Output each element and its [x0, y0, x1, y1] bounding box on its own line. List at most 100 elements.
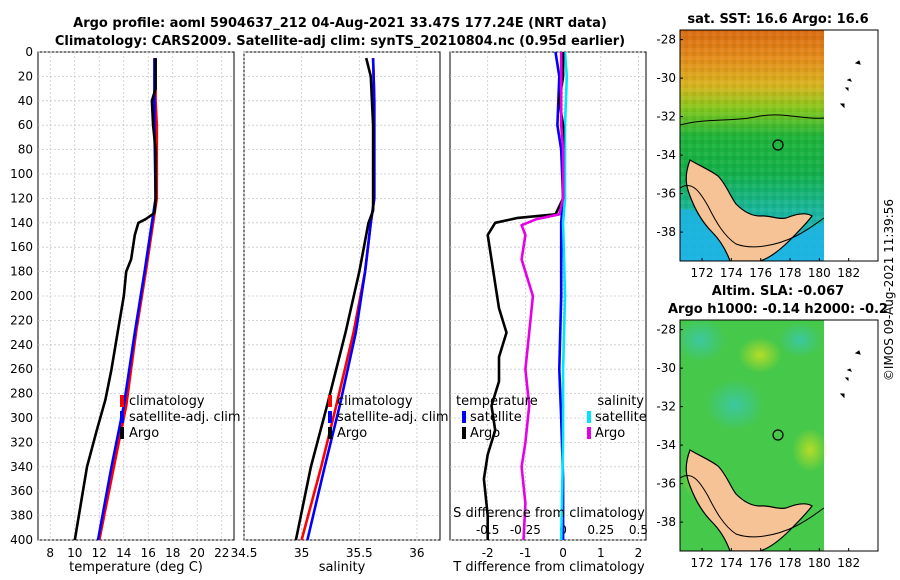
sla-anomaly-low-2 — [705, 379, 765, 431]
legend-label-satellite: satellite-adj. clim — [337, 410, 449, 425]
x-tick-label: 2 — [635, 546, 643, 560]
legend-swatch-satellite — [328, 411, 332, 423]
x-tick-label: 20 — [190, 546, 205, 560]
legend-swatch-satellite — [120, 411, 124, 423]
legend-swatch-argo — [328, 427, 332, 439]
lon-tick-label: 174 — [720, 266, 743, 280]
s-difference-label: S difference from climatology — [453, 506, 645, 521]
temperature-grid — [38, 51, 234, 541]
depth-tick-label: 40 — [18, 94, 33, 108]
series-line-satellite-adj-clim — [96, 58, 157, 541]
depth-tick-label: 80 — [18, 143, 33, 157]
header-line-2: Climatology: CARS2009. Satellite-adj cli… — [55, 34, 625, 49]
legend-swatch-argo — [120, 427, 124, 439]
legend-label-s-argo: Argo — [595, 426, 625, 441]
lat-tick-label: -36 — [656, 187, 676, 201]
depth-tick-label: 20 — [18, 69, 33, 83]
sst-map-panel: sat. SST: 16.6 Argo: 16.6 172 174 176 178 18… — [656, 12, 879, 280]
depth-tick-label: 280 — [10, 387, 33, 401]
lon-tick-label: 176 — [749, 266, 772, 280]
x-tick-label: 12 — [92, 546, 107, 560]
sla-lon-tick-labels: 172 174 176 178 180 182 — [691, 548, 860, 570]
sst-map-title: sat. SST: 16.6 Argo: 16.6 — [687, 12, 868, 27]
sla-anomaly-low-3 — [778, 322, 822, 358]
depth-tick-labels: 0 20 40 60 80 100 120 140 160 180 200 220 240 260 280 3… — [10, 45, 33, 547]
lat-tick-label: -32 — [656, 110, 676, 124]
series-line-s-argo — [520, 52, 565, 541]
legend-label-argo: Argo — [129, 426, 159, 441]
new-zealand-land — [685, 449, 813, 551]
lat-tick-label: -34 — [656, 148, 676, 162]
depth-tick-label: 160 — [10, 240, 33, 254]
legend-swatch-s-satellite — [587, 411, 591, 423]
temperature-tick-labels: 8 10 12 14 16 18 20 22 — [46, 546, 229, 560]
sst-contour — [680, 114, 825, 126]
lon-tick-label: 178 — [779, 266, 802, 280]
depth-tick-label: 0 — [25, 45, 33, 59]
x-tick-label: -1 — [519, 546, 531, 560]
sla-anomaly-high-1 — [738, 337, 782, 373]
s-tick-label: -0.25 — [510, 523, 541, 537]
lat-tick-label: -28 — [656, 323, 676, 337]
sla-lat-tick-labels: -28 -30 -32 -34 -36 -38 — [656, 323, 683, 529]
legend-label-climatology: climatology — [129, 394, 205, 409]
lat-tick-label: -30 — [656, 71, 676, 85]
depth-tick-label: 260 — [10, 362, 33, 376]
lon-tick-label: 182 — [837, 556, 860, 570]
depth-tick-label: 200 — [10, 289, 33, 303]
lon-tick-label: 180 — [808, 266, 831, 280]
sst-argo-marker — [772, 139, 784, 151]
legend-label-t-satellite: satellite — [470, 410, 522, 425]
depth-tick-label: 360 — [10, 484, 33, 498]
sla-map-title-1: Altim. SLA: -0.067 — [712, 284, 844, 299]
sla-map-title-2: Argo h1000: -0.14 h2000: -0.2 — [668, 302, 888, 317]
series-line-argo — [294, 57, 375, 541]
lat-tick-label: -36 — [656, 477, 676, 491]
legend-swatch-t-argo — [462, 427, 466, 439]
coastal-contour — [680, 474, 825, 538]
lon-tick-label: 180 — [808, 556, 831, 570]
series-line-s-satellite — [559, 51, 569, 541]
x-tick-label: 22 — [214, 546, 229, 560]
depth-tick-label: 320 — [10, 435, 33, 449]
x-tick-label: 14 — [116, 546, 131, 560]
salinity-xlabel: salinity — [319, 560, 366, 575]
lat-tick-label: -38 — [656, 225, 676, 239]
t-difference-xlabel: T difference from climatology — [452, 560, 645, 575]
legend-label-t-argo: Argo — [470, 426, 500, 441]
x-tick-label: 18 — [165, 546, 180, 560]
depth-tick-label: 140 — [10, 216, 33, 230]
salinity-legend: climatology satellite-adj. clim Argo — [328, 394, 449, 441]
x-tick-label: 16 — [141, 546, 156, 560]
difference-profile-panel: -2 -1 0 1 2 -0.5 -0.25 0 0.25 0.5 S difference f… — [449, 51, 648, 575]
lon-tick-label: 182 — [837, 266, 860, 280]
difference-grid — [450, 51, 646, 541]
lat-tick-label: -34 — [656, 438, 676, 452]
chatham-islands — [839, 350, 861, 399]
sla-anomaly-high-3 — [792, 428, 828, 472]
t-difference-tick-labels: -2 -1 0 1 2 — [482, 546, 643, 560]
lon-tick-label: 172 — [691, 556, 714, 570]
salinity-profile-panel: 34.5 35 35.5 36 salinity climatology satell… — [231, 51, 449, 575]
x-tick-label: 1 — [597, 546, 605, 560]
sst-lat-tick-labels: -28 -30 -32 -34 -36 -38 — [656, 33, 683, 239]
depth-tick-label: 120 — [10, 191, 33, 205]
difference-legend: temperature salinity satellite Argo sate… — [456, 394, 647, 441]
depth-tick-label: 380 — [10, 509, 33, 523]
sst-lon-tick-labels: 172 174 176 178 180 182 — [691, 258, 860, 280]
legend-label-s-satellite: satellite — [595, 410, 647, 425]
legend-swatch-s-argo — [587, 427, 591, 439]
legend-title-salinity: salinity — [597, 394, 644, 409]
legend-label-argo: Argo — [337, 426, 367, 441]
x-tick-label: 35.5 — [346, 546, 373, 560]
legend-title-temperature: temperature — [456, 394, 538, 409]
x-tick-label: 36 — [409, 546, 424, 560]
series-line-argo — [73, 58, 157, 541]
salinity-tick-labels: 34.5 35 35.5 36 — [231, 546, 425, 560]
sla-field — [680, 320, 861, 551]
sla-map-panel: Altim. SLA: -0.067 Argo h1000: -0.14 h20… — [656, 284, 888, 570]
legend-label-satellite: satellite-adj. clim — [129, 410, 241, 425]
imos-timestamp: ©IMOS 09-Aug-2021 11:39:56 — [882, 199, 896, 381]
lon-tick-label: 174 — [720, 556, 743, 570]
coastal-contour — [680, 184, 825, 248]
